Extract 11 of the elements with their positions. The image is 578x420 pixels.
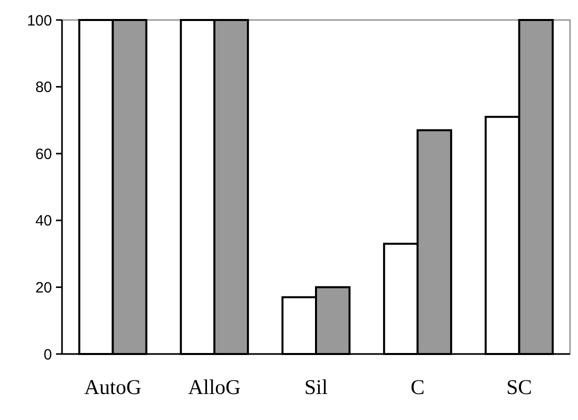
- x-tick-label: C: [410, 375, 425, 399]
- y-tick-label: 80: [35, 79, 52, 96]
- y-tick-label: 0: [44, 346, 52, 364]
- x-tick-label: Sil: [304, 375, 328, 399]
- y-tick-label: 60: [35, 146, 52, 163]
- x-tick-label: AutoG: [84, 375, 142, 399]
- y-tick-label: 20: [35, 279, 52, 296]
- x-tick-label: AlloG: [188, 375, 241, 399]
- y-tick-label: 40: [35, 212, 52, 230]
- y-tick-label: 100: [26, 12, 52, 30]
- x-tick-label: SC: [506, 375, 532, 399]
